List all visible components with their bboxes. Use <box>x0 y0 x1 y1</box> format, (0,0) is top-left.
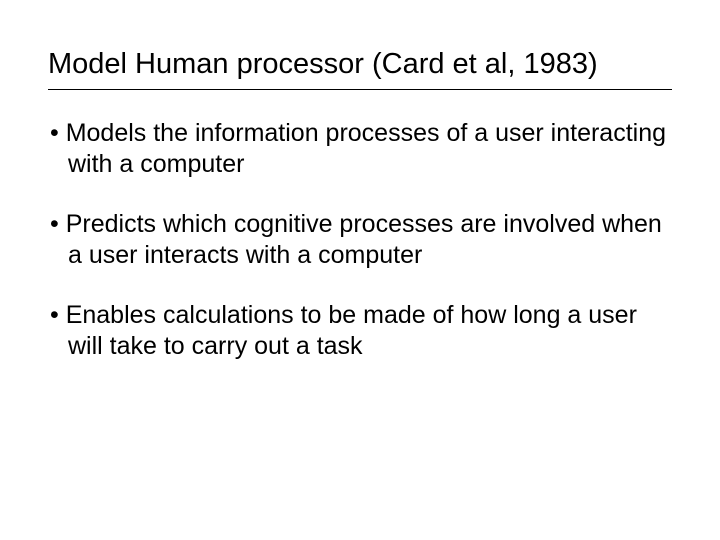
bullet-list: Models the information processes of a us… <box>48 118 672 361</box>
list-item: Models the information processes of a us… <box>50 118 672 179</box>
slide-title: Model Human processor (Card et al, 1983) <box>48 48 672 90</box>
list-item: Enables calculations to be made of how l… <box>50 300 672 361</box>
list-item: Predicts which cognitive processes are i… <box>50 209 672 270</box>
slide: Model Human processor (Card et al, 1983)… <box>0 0 720 540</box>
